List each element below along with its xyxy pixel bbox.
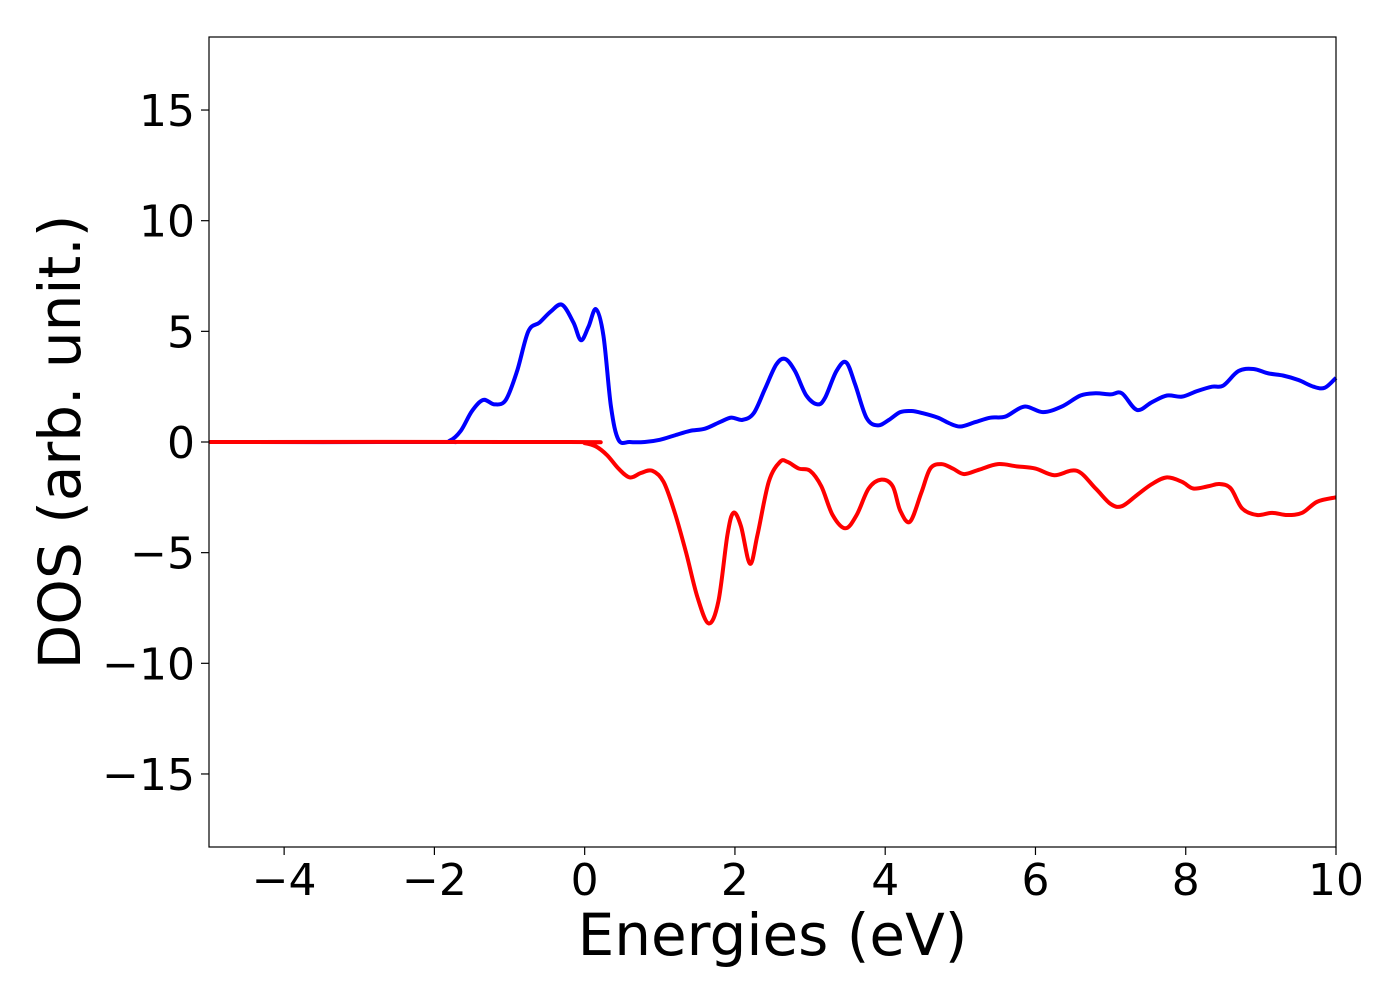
y-axis-ticks: −15 −10 −5 0 5 10 15 <box>102 86 209 801</box>
y-tick-label: 10 <box>139 197 195 248</box>
x-tick-label: 10 <box>1308 855 1364 906</box>
y-tick-label: −10 <box>102 639 195 690</box>
y-tick-label: −5 <box>130 529 195 580</box>
x-tick-label: 8 <box>1172 855 1200 906</box>
y-tick-label: −15 <box>102 750 195 801</box>
series-line-up <box>208 302 1338 445</box>
x-axis-title: Energies (eV) <box>578 901 968 969</box>
x-axis-ticks: −4 −2 0 2 4 6 8 10 <box>252 847 1364 906</box>
series-layer <box>208 302 1338 626</box>
x-tick-label: 6 <box>1021 855 1049 906</box>
y-tick-label: 5 <box>167 307 195 358</box>
x-tick-label: 0 <box>571 855 599 906</box>
x-tick-label: −2 <box>402 855 467 906</box>
series-line-down <box>208 439 1337 626</box>
x-tick-label: 2 <box>721 855 749 906</box>
x-tick-label: 4 <box>871 855 899 906</box>
y-axis-title: DOS (arb. unit.) <box>26 215 94 670</box>
y-tick-label: 0 <box>167 418 195 469</box>
y-tick-label: 15 <box>139 86 195 137</box>
x-tick-label: −4 <box>252 855 317 906</box>
